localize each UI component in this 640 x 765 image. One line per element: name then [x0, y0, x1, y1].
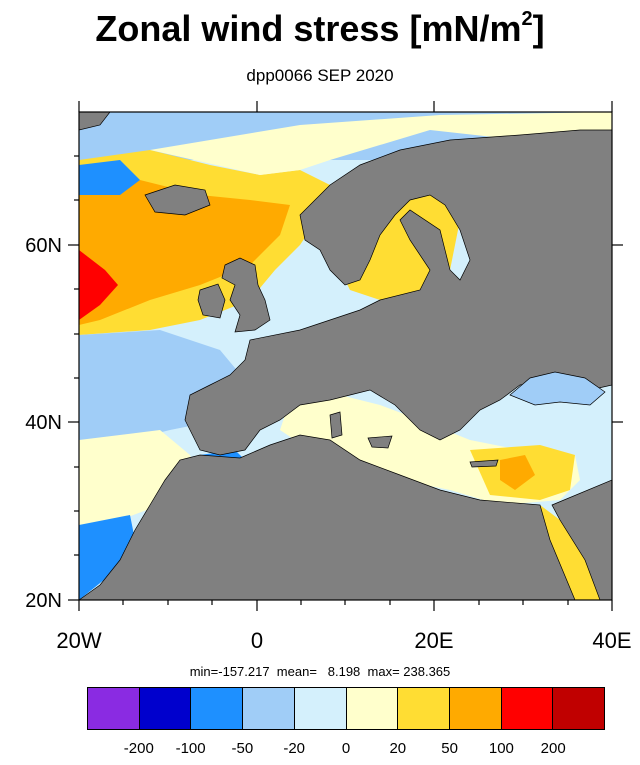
shade-atlantic-strong [79, 180, 290, 325]
colorbar-label: -100 [175, 740, 206, 757]
shade-red-sea [540, 505, 600, 600]
lat-label-60n: 60N [25, 235, 62, 257]
land-ireland [197, 283, 226, 319]
land-sardinia [329, 411, 343, 439]
lon-label-40e: 40E [592, 628, 631, 653]
shade-canary-weak [79, 430, 200, 525]
chart-subtitle: dpp0066 SEP 2020 [246, 66, 394, 85]
lat-label-20n: 20N [25, 590, 62, 612]
shade-east-med-strong [500, 455, 535, 490]
colorbar-label: 200 [540, 740, 566, 757]
shade-atlantic-max [79, 250, 118, 320]
land-uk [221, 257, 271, 333]
map-panel: 60N 40N 20N 20W 0 20E 40E [25, 101, 632, 653]
colorbar-cell [501, 688, 554, 729]
shade-subtropical-negative [79, 515, 135, 600]
colorbar-label: 20 [389, 740, 407, 757]
colorbar-cell [88, 688, 140, 729]
colorbar-cell [449, 688, 502, 729]
chart-title: Zonal wind stress [mN/m2] [95, 8, 545, 49]
land-greenland [79, 112, 111, 131]
colorbar-cell [398, 688, 450, 729]
land-sicily [367, 435, 393, 449]
colorbar-label: -50 [231, 740, 254, 757]
colorbar-cell [191, 688, 244, 729]
black-sea [509, 371, 606, 406]
land-crete [469, 459, 499, 468]
colorbar-label: -200 [123, 740, 154, 757]
colorbar-cell [294, 688, 347, 729]
colorbar-cell [243, 688, 295, 729]
colorbar-cell [139, 688, 192, 729]
colorbar-labels: -200 -100 -50 -20 0 20 50 100 200 [87, 740, 605, 760]
land-sinai-arabia [551, 479, 612, 600]
shade-greenland-negative [79, 160, 140, 195]
land-africa [79, 434, 576, 600]
land-iceland [144, 184, 211, 216]
colorbar-label: -20 [283, 740, 306, 757]
colorbar-cell [346, 688, 399, 729]
lat-label-40n: 40N [25, 412, 62, 434]
colorbar-cell [553, 688, 605, 729]
colorbar-label: 100 [488, 740, 514, 757]
colorbar [87, 687, 605, 730]
map-ticks [68, 101, 623, 611]
stats-line: min=-157.217 mean= 8.198 max= 238.365 [189, 664, 451, 679]
lon-label-20e: 20E [414, 628, 453, 653]
colorbar-label: 0 [341, 740, 351, 757]
shade-norwegian-sea [150, 112, 612, 175]
lon-label-20w: 20W [56, 628, 101, 653]
lon-label-0: 0 [251, 628, 263, 653]
colorbar-label: 50 [441, 740, 458, 757]
